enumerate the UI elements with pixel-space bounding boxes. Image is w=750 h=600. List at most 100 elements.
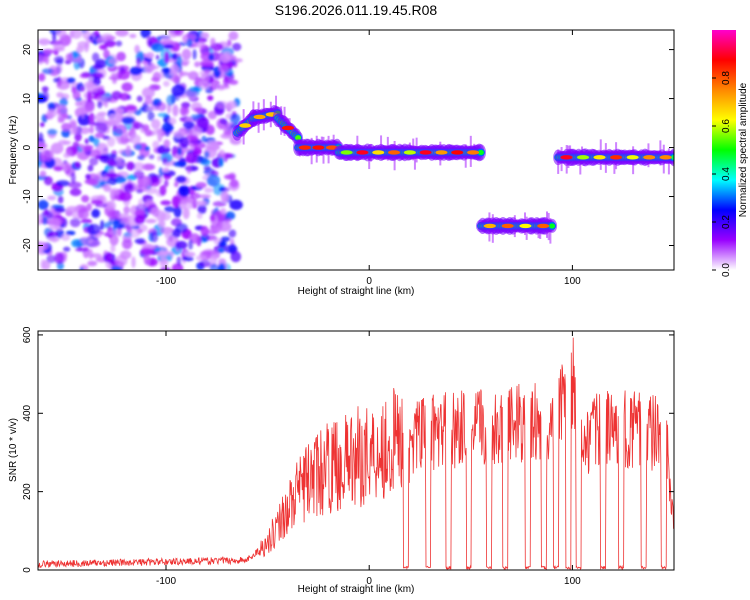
signal-peak: [356, 150, 369, 155]
signal-peak: [483, 223, 496, 229]
noise-blob: [141, 124, 150, 131]
noise-blob: [199, 80, 210, 90]
x-tick-label: -100: [156, 576, 176, 587]
noise-blob: [120, 219, 129, 225]
noise-blob: [172, 161, 187, 167]
noise-blob: [113, 124, 128, 135]
noise-blob: [80, 107, 85, 119]
noise-blob: [179, 136, 189, 149]
noise-blob: [57, 195, 64, 204]
signal-peak: [340, 150, 353, 155]
spectrogram-x-label: Height of straight line (km): [298, 286, 415, 297]
noise-blob: [172, 75, 180, 84]
signal-peak: [593, 155, 606, 160]
noise-blob: [89, 157, 99, 166]
noise-blob: [134, 214, 146, 225]
noise-blob: [141, 87, 155, 99]
noise-blob: [162, 37, 172, 42]
noise-blob: [56, 80, 70, 90]
noise-blob: [223, 218, 232, 223]
noise-blob: [218, 149, 226, 160]
noise-blob: [151, 76, 160, 82]
noise-blob: [38, 241, 45, 254]
noise-blob: [196, 40, 206, 49]
noise-blob: [145, 218, 157, 224]
noise-blob: [200, 225, 209, 237]
noise-blob: [77, 207, 90, 220]
noise-blob: [104, 39, 116, 48]
noise-blob: [109, 187, 120, 196]
noise-blob: [146, 52, 155, 59]
noise-blob: [51, 68, 60, 77]
noise-blob: [88, 135, 95, 143]
y-tick-label: 400: [22, 404, 33, 421]
noise-blob: [141, 163, 156, 171]
noise-blob: [76, 149, 90, 161]
noise-blob: [188, 239, 194, 250]
noise-blob: [172, 104, 179, 117]
noise-blob: [115, 156, 123, 163]
noise-blob: [199, 259, 211, 268]
noise-blob: [137, 154, 145, 161]
noise-blob: [174, 30, 184, 37]
y-tick-label: 600: [22, 326, 33, 343]
noise-blob: [61, 128, 71, 138]
noise-blob: [43, 176, 53, 186]
noise-blob: [220, 207, 227, 214]
noise-blob: [90, 253, 102, 259]
noise-blob: [105, 172, 117, 178]
noise-blob: [229, 179, 239, 188]
noise-blob: [56, 30, 67, 38]
noise-blob: [106, 177, 118, 186]
noise-blob: [192, 147, 203, 156]
noise-blob: [164, 229, 170, 239]
noise-blob: [208, 53, 215, 61]
noise-blob: [150, 231, 159, 243]
noise-blob: [42, 49, 54, 55]
noise-blob: [60, 162, 72, 170]
noise-blob: [218, 84, 231, 90]
noise-blob: [152, 140, 160, 149]
noise-blob: [188, 136, 199, 149]
noise-blob: [68, 181, 82, 189]
signal-segment: [553, 139, 674, 175]
noise-blob: [160, 200, 172, 206]
snr-x-ticks: -100 0 100: [156, 331, 581, 587]
noise-blob: [78, 126, 91, 135]
noise-blob: [138, 198, 143, 208]
noise-blob: [74, 161, 81, 168]
noise-blob: [40, 149, 54, 162]
noise-blob: [110, 265, 123, 270]
noise-blob: [100, 219, 105, 231]
noise-blob: [94, 58, 107, 69]
noise-blob: [140, 30, 151, 39]
noise-blob: [47, 195, 57, 201]
noise-blob: [171, 84, 186, 97]
noise-blob: [204, 187, 213, 193]
noise-blob: [107, 159, 117, 168]
noise-blob: [175, 223, 188, 233]
noise-blob: [230, 251, 242, 263]
noise-blob: [193, 123, 198, 132]
noise-blob: [39, 122, 45, 128]
noise-blob: [227, 39, 232, 47]
noise-blob: [163, 44, 174, 50]
noise-blob: [159, 257, 169, 269]
noise-blob: [103, 184, 112, 192]
spectrogram-y-label: Frequency (Hz): [8, 116, 19, 185]
noise-blob: [38, 73, 46, 82]
noise-blob: [178, 41, 188, 47]
noise-blob: [144, 146, 150, 152]
snr-series-line: [38, 337, 674, 570]
noise-blob: [171, 52, 179, 60]
noise-blob: [53, 39, 66, 51]
y-tick-label: 0: [22, 567, 33, 573]
noise-blob: [218, 220, 223, 230]
spectrogram-y-ticks: -20 -10 0 10 20: [22, 44, 674, 253]
noise-blob: [143, 253, 151, 266]
colorbar-tick-label: 0.6: [721, 119, 732, 133]
noise-blob: [207, 95, 214, 101]
noise-blob: [87, 179, 99, 186]
noise-blob: [162, 158, 169, 163]
noise-blob: [126, 161, 136, 171]
